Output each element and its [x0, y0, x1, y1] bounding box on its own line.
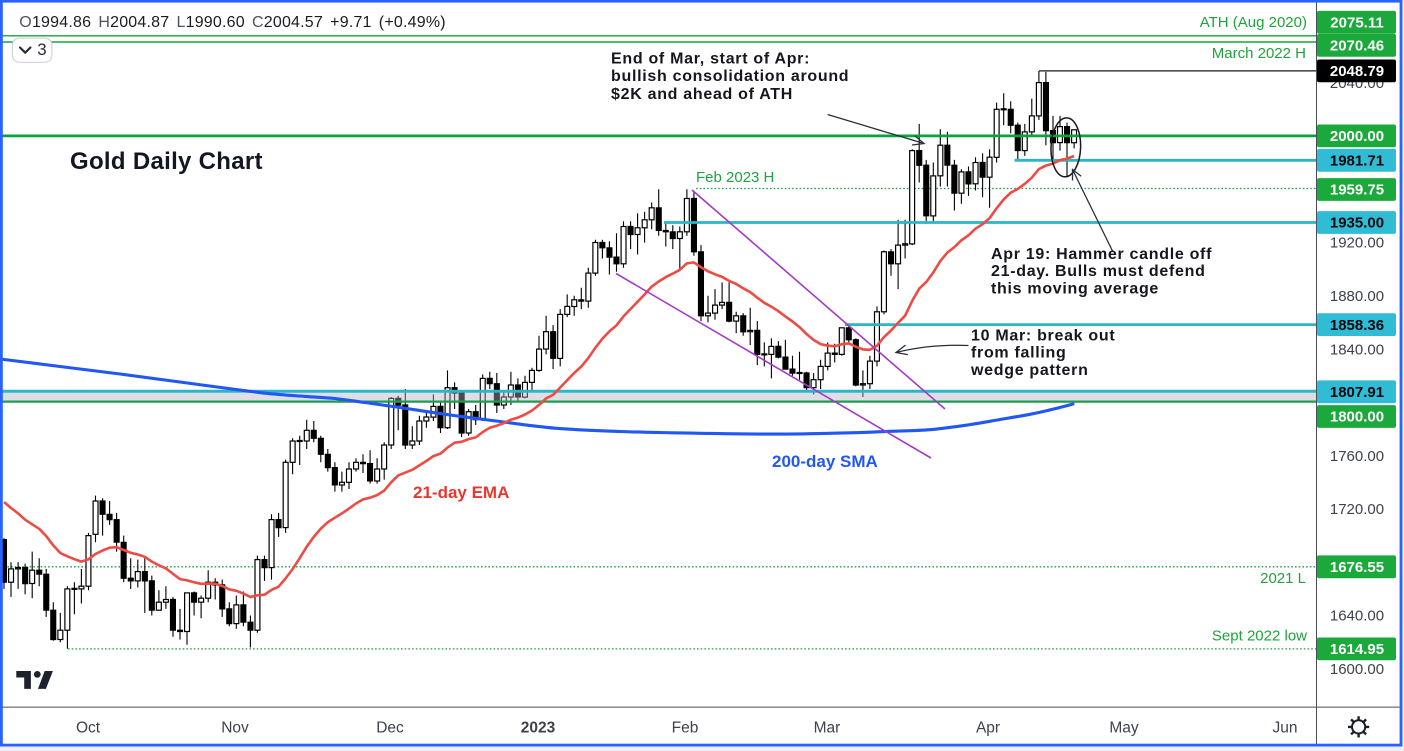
svg-text:May: May: [1109, 720, 1139, 737]
svg-text:from falling: from falling: [971, 345, 1067, 362]
svg-text:Feb 2023 H: Feb 2023 H: [696, 169, 774, 186]
svg-text:3: 3: [37, 40, 46, 59]
svg-text:1858.36: 1858.36: [1330, 317, 1384, 334]
svg-text:1614.95: 1614.95: [1330, 641, 1384, 658]
svg-text:1720.00: 1720.00: [1330, 501, 1384, 518]
svg-text:200-day SMA: 200-day SMA: [772, 452, 878, 471]
svg-text:1676.55: 1676.55: [1330, 559, 1384, 576]
svg-text:1840.00: 1840.00: [1330, 341, 1384, 358]
svg-text:$2K and ahead of ATH: $2K and ahead of ATH: [611, 86, 793, 103]
svg-text:1600.00: 1600.00: [1330, 661, 1384, 678]
svg-text:wedge pattern: wedge pattern: [970, 362, 1089, 379]
svg-text:2070.46: 2070.46: [1330, 38, 1384, 55]
svg-text:Feb: Feb: [672, 720, 699, 737]
svg-text:Apr: Apr: [976, 720, 1000, 737]
svg-text:March 2022 H: March 2022 H: [1212, 45, 1306, 62]
svg-text:1920.00: 1920.00: [1330, 235, 1384, 252]
svg-text:1640.00: 1640.00: [1330, 608, 1384, 625]
svg-text:Mar: Mar: [814, 720, 841, 737]
svg-text:1981.71: 1981.71: [1330, 153, 1384, 170]
svg-text:1935.00: 1935.00: [1330, 215, 1384, 232]
svg-text:O1994.86 H2004.87 L1990.60 C20: O1994.86 H2004.87 L1990.60 C2004.57 +9.7…: [19, 14, 445, 31]
svg-text:bullish consolidation around: bullish consolidation around: [611, 68, 849, 85]
svg-text:ATH (Aug 2020): ATH (Aug 2020): [1200, 14, 1307, 31]
svg-text:2075.11: 2075.11: [1330, 15, 1383, 32]
svg-text:Dec: Dec: [376, 720, 404, 737]
svg-text:Jun: Jun: [1273, 720, 1298, 737]
svg-text:2048.79: 2048.79: [1330, 63, 1384, 80]
svg-text:this moving average: this moving average: [991, 280, 1159, 297]
svg-text:2000.00: 2000.00: [1330, 128, 1384, 145]
svg-text:Gold Daily Chart: Gold Daily Chart: [70, 148, 263, 175]
svg-text:Nov: Nov: [221, 720, 249, 737]
svg-text:2021 L: 2021 L: [1260, 570, 1306, 587]
svg-text:1807.91: 1807.91: [1330, 384, 1384, 401]
svg-text:10 Mar: break out: 10 Mar: break out: [971, 328, 1115, 345]
svg-text:2023: 2023: [521, 720, 556, 737]
svg-text:Apr 19: Hammer candle off: Apr 19: Hammer candle off: [991, 246, 1212, 263]
svg-text:21-day EMA: 21-day EMA: [413, 483, 509, 502]
svg-text:21-day. Bulls must defend: 21-day. Bulls must defend: [991, 263, 1206, 280]
svg-text:Sept 2022 low: Sept 2022 low: [1212, 628, 1307, 645]
svg-text:End of Mar, start of Apr:: End of Mar, start of Apr:: [611, 51, 810, 68]
svg-text:1800.00: 1800.00: [1330, 409, 1384, 426]
svg-text:1959.75: 1959.75: [1330, 182, 1384, 199]
svg-text:1760.00: 1760.00: [1330, 448, 1384, 465]
svg-text:1880.00: 1880.00: [1330, 288, 1384, 305]
svg-text:Oct: Oct: [76, 720, 101, 737]
